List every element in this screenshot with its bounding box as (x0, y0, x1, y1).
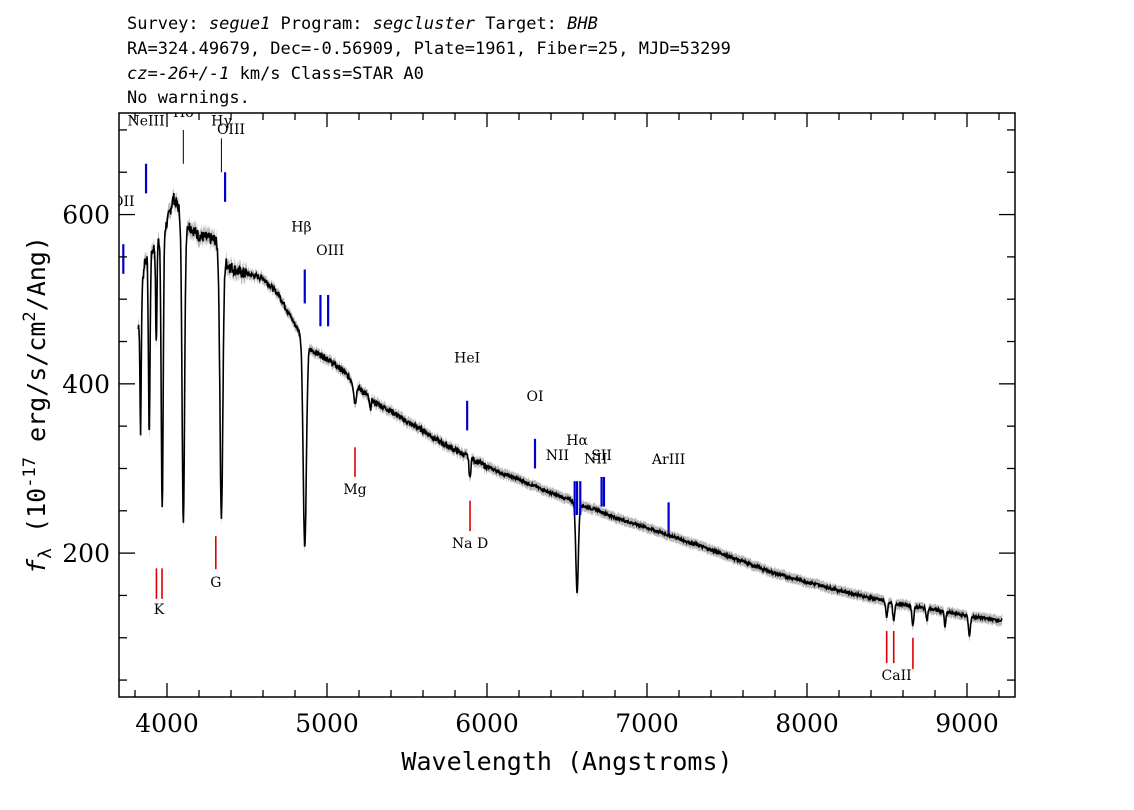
axes: 4000 5000 6000 7000 8000 9000 200 400 600 (62, 112, 1016, 738)
y-tick-label: 200 (62, 539, 110, 568)
header-line-4: No warnings. (127, 88, 250, 108)
absorption-line-label: K (154, 602, 165, 618)
y-tick-label: 400 (62, 370, 110, 399)
balmer-line-label: Hγ (211, 114, 232, 130)
emission-line-label: NII (546, 448, 569, 464)
x-tick-label: 5000 (295, 709, 359, 738)
x-tick-label: 6000 (455, 709, 519, 738)
absorption-line-label: Na D (452, 536, 488, 552)
emission-line-label: OIII (217, 122, 245, 138)
emission-line-label: Hβ (291, 219, 311, 235)
x-axis-label: Wavelength (Angstroms) (401, 747, 732, 776)
header-line-2: RA=324.49679, Dec=-0.56909, Plate=1961, … (127, 39, 731, 59)
x-tick-label: 9000 (935, 709, 999, 738)
absorption-line-label: Mg (343, 482, 366, 498)
x-axis-ticks: 4000 5000 6000 7000 8000 9000 (134, 113, 1000, 738)
x-tick-label: 7000 (615, 709, 679, 738)
emission-line-label: OIII (316, 243, 344, 259)
header-line-3: cz=-26+/-1 km/s Class=STAR A0 (127, 64, 424, 84)
emission-line-label: HeI (454, 351, 480, 367)
y-axis-label: fλ (10-17 erg/s/cm2/Ang) (20, 236, 56, 574)
x-tick-label: 4000 (135, 709, 199, 738)
emission-line-label: ArIII (651, 452, 685, 468)
emission-line-label: NeIII (127, 114, 164, 130)
y-tick-label: 600 (62, 201, 110, 230)
balmer-line-label: Hδ (173, 105, 194, 121)
header-line-1: Survey: segue1 Program: segcluster Targe… (127, 14, 598, 34)
emission-line-label: OII (112, 194, 135, 210)
x-tick-label: 8000 (775, 709, 839, 738)
flux-error-band (138, 185, 1003, 642)
emission-line-label: SII (591, 448, 612, 464)
plot-frame (118, 112, 1016, 698)
emission-line-label: NII (584, 451, 607, 467)
absorption-line-label: G (210, 575, 221, 591)
flux-line (137, 192, 1003, 637)
emission-line-label: Hα (566, 433, 588, 449)
emission-line-label: OI (526, 389, 543, 405)
y-axis-ticks: 200 400 600 (62, 129, 1015, 681)
absorption-line-label: CaII (882, 668, 912, 684)
